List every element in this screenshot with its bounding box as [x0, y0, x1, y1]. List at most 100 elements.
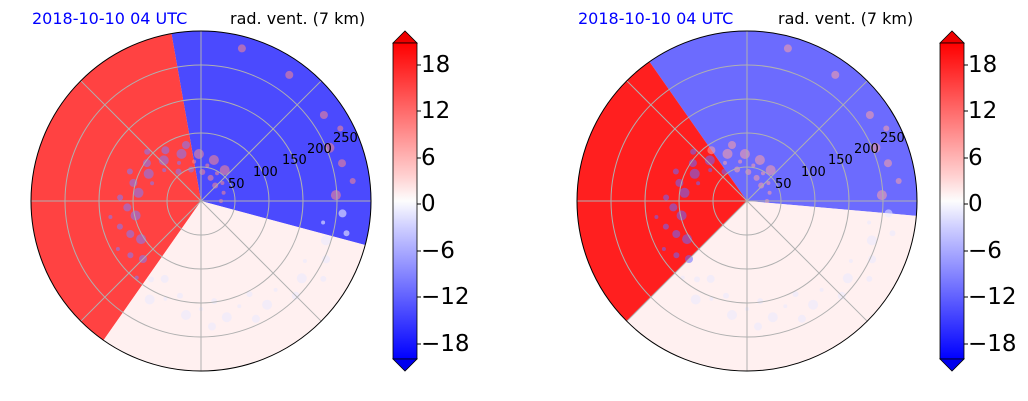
- right-texture-speckle: [688, 159, 697, 168]
- left-colorbar-ticks: [417, 64, 421, 345]
- right-texture-speckle: [868, 255, 877, 264]
- left-texture-speckle: [338, 159, 346, 168]
- left-panel-date-title: 2018-10-10 04 UTC: [32, 9, 187, 28]
- right-texture-speckle: [739, 149, 750, 159]
- left-colorbar: 18 12 6 0 −6 −12 −18: [392, 30, 470, 372]
- right-texture-speckle: [704, 155, 715, 166]
- left-texture-speckle: [136, 234, 147, 245]
- right-texture-speckle: [676, 210, 687, 221]
- right-texture-speckle: [662, 223, 669, 230]
- left-texture-speckle: [208, 155, 219, 165]
- left-texture-speckle: [134, 275, 139, 280]
- right-texture-speckle: [848, 259, 853, 263]
- left-range-label-50: 50: [228, 177, 245, 192]
- left-texture-speckle: [237, 44, 246, 53]
- right-panel-date-title: 2018-10-10 04 UTC: [578, 9, 733, 28]
- right-colorbar-tick-label-minus6: −6: [968, 238, 1002, 264]
- left-texture-speckle: [215, 171, 219, 176]
- left-texture-speckle: [302, 259, 307, 263]
- right-texture-speckle: [669, 203, 678, 212]
- right-texture-speckle: [766, 181, 771, 185]
- left-texture-speckle: [161, 146, 170, 155]
- left-texture-speckle: [160, 274, 169, 283]
- right-texture-speckle: [783, 44, 792, 53]
- left-range-label-250: 250: [333, 131, 358, 146]
- left-texture-speckle: [319, 111, 328, 119]
- left-range-label-150: 150: [282, 153, 307, 168]
- right-texture-speckle: [738, 159, 743, 164]
- left-range-grid: [31, 31, 371, 371]
- left-texture-speckle: [126, 168, 133, 175]
- right-colorbar: 18 12 6 0 −6 −12 −18: [939, 30, 1017, 372]
- left-plot-boundary: [30, 30, 372, 372]
- right-texture-speckle: [761, 171, 765, 176]
- left-colorbar-tick-label-minus18: −18: [421, 331, 470, 357]
- left-texture-speckle: [262, 299, 273, 310]
- right-texture-speckle: [819, 287, 824, 292]
- right-texture-speckle: [866, 235, 877, 246]
- left-texture-speckle: [126, 230, 135, 238]
- left-texture-speckle: [322, 255, 331, 264]
- left-texture-speckle: [221, 312, 232, 323]
- right-azimuth-spoke: [746, 200, 868, 322]
- right-velocity-sector-1: [577, 61, 747, 322]
- left-texture-speckle: [246, 291, 253, 298]
- left-texture-speckle: [143, 168, 154, 179]
- right-texture-speckle: [727, 310, 737, 320]
- right-colorbar-tick-label-12: 12: [968, 98, 997, 124]
- right-texture-speckle: [706, 274, 715, 283]
- right-texture-speckle: [673, 252, 680, 259]
- left-texture-speckle: [177, 292, 183, 299]
- left-texture-speckle: [237, 304, 242, 309]
- left-texture-speckle: [207, 174, 214, 181]
- left-texture-speckle: [129, 178, 138, 187]
- right-colorbar-tick-label-18: 18: [968, 52, 997, 78]
- right-texture-speckle: [754, 322, 762, 331]
- left-azimuth-spoke: [200, 200, 322, 322]
- left-colorbar-tick-label-6: 6: [421, 145, 436, 171]
- left-texture-speckle: [177, 160, 181, 165]
- right-texture-speckle: [728, 141, 736, 149]
- left-panel: 2018-10-10 04 UTC rad. vent. (7 km) 50 1…: [30, 9, 470, 372]
- left-velocity-sector-2: [103, 201, 366, 372]
- right-texture-speckle: [883, 125, 890, 132]
- right-texture-speckle: [708, 168, 713, 173]
- right-colorbar-tick-label-minus18: −18: [968, 331, 1017, 357]
- left-texture-speckle: [321, 220, 326, 225]
- right-colorbar-top-extension: [939, 30, 965, 44]
- right-texture-speckle: [680, 275, 685, 280]
- left-texture-speckle: [117, 194, 124, 201]
- left-texture-speckle: [320, 275, 327, 282]
- right-texture-speckle: [661, 247, 666, 251]
- right-texture-speckle: [867, 220, 872, 225]
- right-texture-speckle: [663, 194, 670, 201]
- right-velocity-sector-0: [649, 31, 917, 216]
- left-texture-speckle: [349, 178, 356, 184]
- left-texture-speckle: [162, 168, 167, 173]
- right-azimuth-spoke: [626, 200, 748, 322]
- left-texture-speckle: [193, 149, 204, 159]
- left-texture-speckle: [163, 296, 168, 301]
- left-colorbar-tick-label-18: 18: [421, 52, 450, 78]
- right-range-label-150: 150: [828, 153, 853, 168]
- left-texture-speckle: [320, 235, 331, 246]
- right-colorbar-ticks: [964, 64, 968, 345]
- left-texture-speckle: [123, 203, 132, 212]
- right-texture-speckle: [765, 165, 776, 176]
- left-texture-speckle: [158, 155, 169, 166]
- right-texture-speckle: [865, 111, 874, 119]
- left-range-label-100: 100: [253, 165, 278, 180]
- right-texture-speckle: [682, 234, 693, 245]
- right-texture-speckle: [722, 148, 733, 159]
- left-azimuth-spoke: [80, 200, 202, 322]
- left-azimuth-spoke: [200, 80, 322, 202]
- left-texture-speckle: [148, 276, 154, 283]
- left-texture-speckle: [144, 148, 151, 155]
- left-texture-speckle: [212, 182, 219, 189]
- left-texture-speckle: [219, 165, 230, 176]
- left-velocity-sector-0: [171, 30, 372, 245]
- left-texture-speckle: [181, 310, 191, 320]
- right-texture-speckle: [745, 169, 752, 175]
- right-colorbar-tick-label-0: 0: [968, 191, 983, 217]
